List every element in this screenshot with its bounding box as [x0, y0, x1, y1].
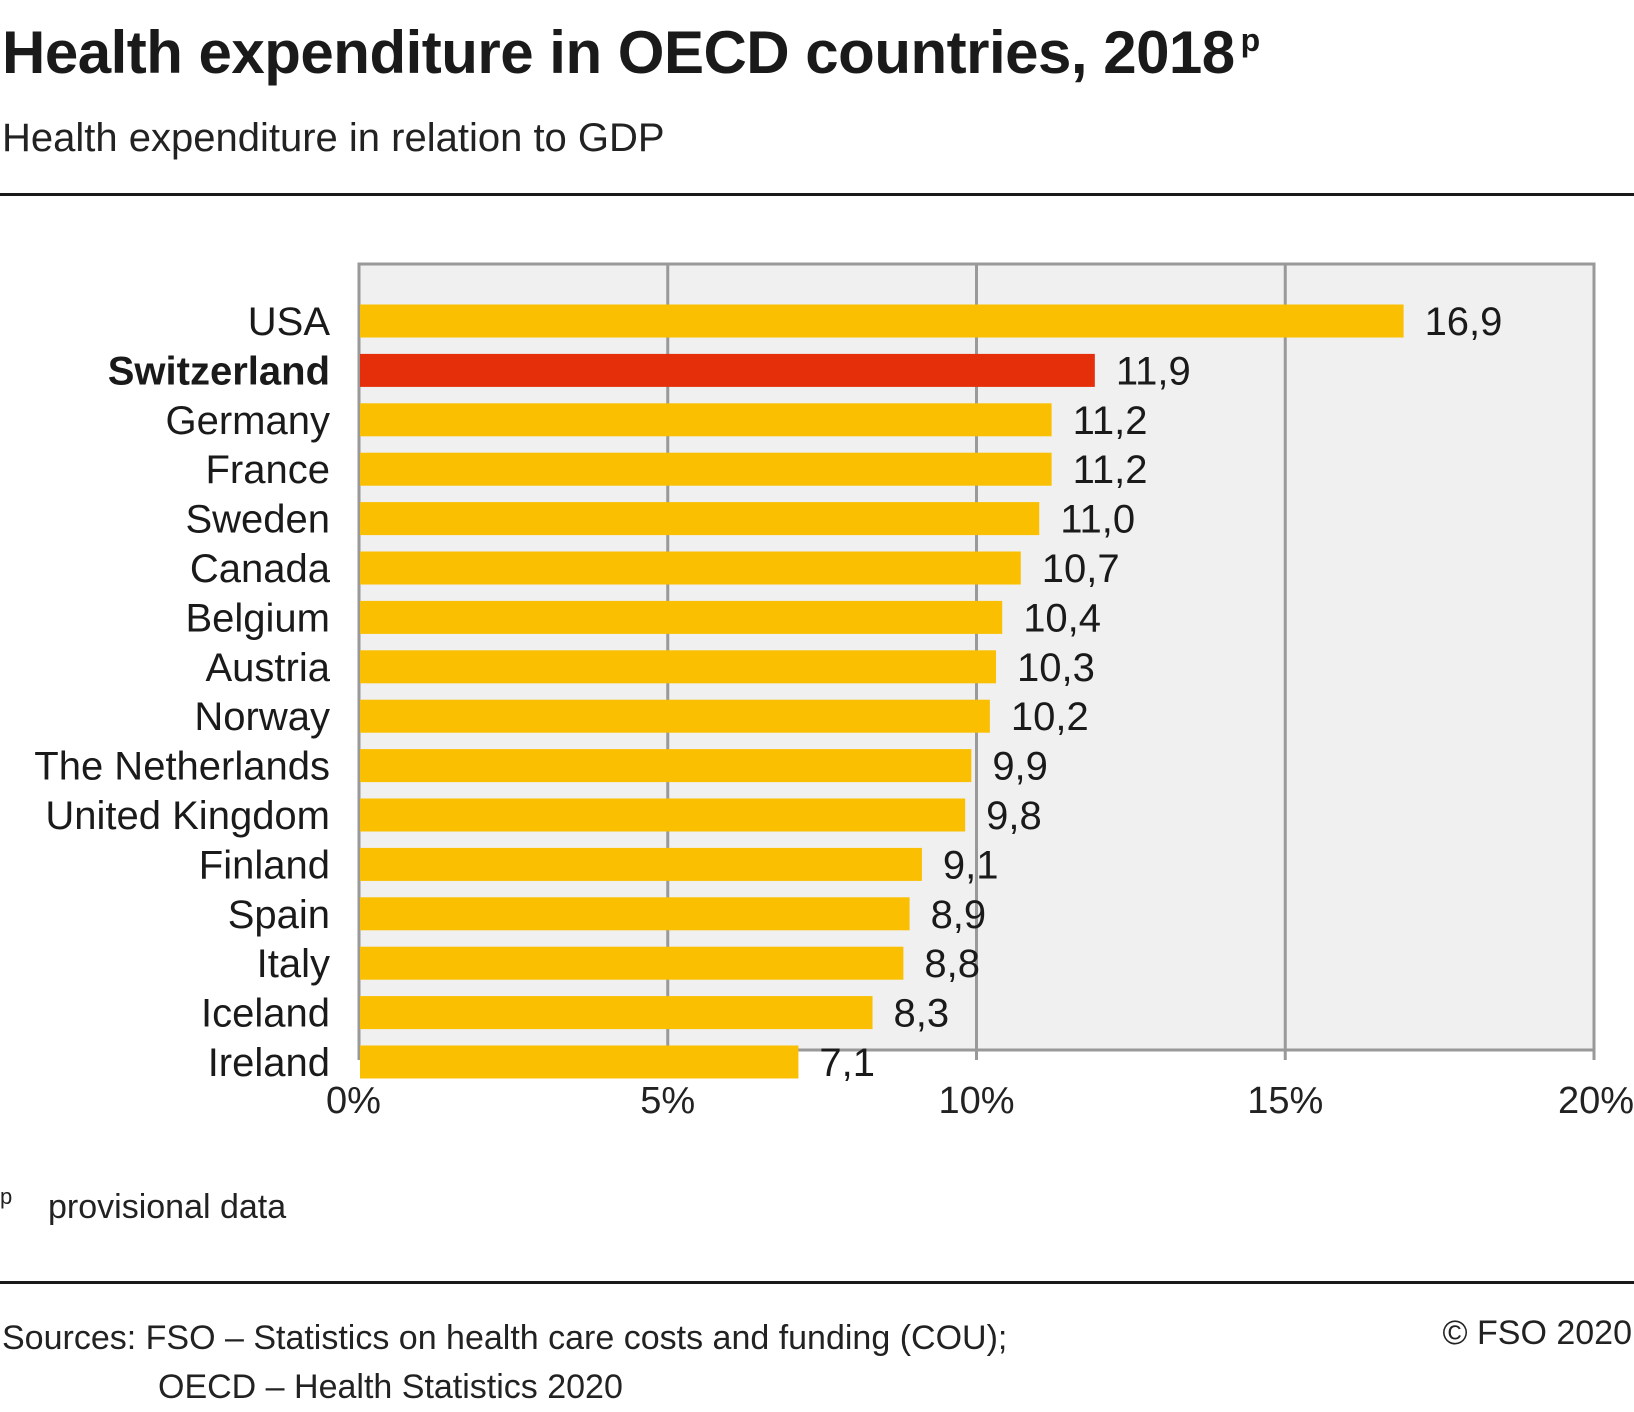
sources-line-1: Sources: FSO – Statistics on health care…: [2, 1319, 1008, 1357]
bar: [360, 650, 997, 684]
x-axis-ticks: 0% 5% 10% 15% 20%: [326, 1080, 1634, 1122]
top-divider: [0, 193, 1634, 196]
bars: [360, 304, 1404, 1079]
bar: [360, 847, 922, 881]
category-label: Belgium: [185, 596, 330, 640]
bar: [360, 452, 1052, 486]
bar: [360, 897, 910, 931]
value-labels: 16,9 11,9 11,2 11,2 11,0 10,7 10,4 10,3 10,2 9,9 9…: [819, 300, 1502, 1085]
value-label: 11,2: [1073, 448, 1148, 492]
bar: [360, 304, 1404, 338]
bar: [360, 798, 966, 832]
x-tick-label: 20%: [1558, 1080, 1634, 1122]
value-label: 8,8: [924, 942, 980, 986]
bar: [360, 502, 1040, 536]
category-label: Norway: [194, 695, 330, 739]
bar: [360, 353, 1095, 387]
bar-chart: USA Switzerland Germany France Sweden Canada B…: [34, 262, 1634, 1122]
bar: [360, 699, 990, 733]
copyright: © FSO 2020: [1442, 1314, 1632, 1352]
category-label: The Netherlands: [34, 745, 330, 789]
category-labels: USA Switzerland Germany France Sweden Canada B…: [34, 300, 330, 1085]
value-label: 9,1: [943, 843, 999, 887]
chart-subtitle: Health expenditure in relation to GDP: [2, 116, 665, 160]
bar: [360, 749, 972, 783]
category-label: Spain: [228, 893, 330, 937]
value-label: 10,7: [1042, 547, 1120, 591]
category-label: Ireland: [208, 1041, 330, 1085]
category-label: Finland: [199, 843, 330, 887]
bar: [360, 1045, 799, 1079]
category-label: USA: [248, 300, 331, 344]
value-label: 9,9: [992, 745, 1048, 789]
provisional-marker: p: [1240, 22, 1261, 58]
bar: [360, 551, 1021, 585]
bar: [360, 946, 904, 980]
category-label: France: [206, 448, 331, 492]
value-label: 10,4: [1023, 596, 1101, 640]
chart-title: Health expenditure in OECD countries, 20…: [2, 18, 1260, 87]
value-label: 8,3: [894, 992, 950, 1036]
x-tick-label: 0%: [326, 1080, 381, 1122]
value-label: 10,3: [1017, 646, 1095, 690]
bar: [360, 600, 1003, 634]
category-label: Canada: [190, 547, 331, 591]
category-label: Switzerland: [108, 349, 330, 393]
value-label: 8,9: [931, 893, 987, 937]
x-tick-label: 5%: [640, 1080, 695, 1122]
category-label: Sweden: [185, 498, 330, 542]
value-label: 9,8: [986, 794, 1042, 838]
value-label: 7,1: [819, 1041, 875, 1085]
category-label: Iceland: [201, 992, 330, 1036]
chart-title-text: Health expenditure in OECD countries, 20…: [2, 19, 1235, 86]
value-label: 11,0: [1060, 498, 1135, 542]
category-label: Germany: [166, 399, 331, 443]
x-tick-label: 15%: [1247, 1080, 1323, 1122]
value-label: 10,2: [1011, 695, 1089, 739]
sources-line-2: OECD – Health Statistics 2020: [158, 1368, 623, 1406]
bar: [360, 996, 873, 1030]
x-tick-label: 10%: [938, 1080, 1014, 1122]
category-label: Austria: [206, 646, 331, 690]
bottom-divider: [0, 1281, 1634, 1284]
sources: Sources: FSO – Statistics on health care…: [2, 1314, 1007, 1412]
bar: [360, 403, 1052, 437]
value-label: 16,9: [1425, 300, 1503, 344]
footnote-marker: p: [0, 1184, 13, 1209]
footnote-text: provisional data: [48, 1188, 287, 1226]
value-label: 11,2: [1073, 399, 1148, 443]
category-label: Italy: [257, 942, 330, 986]
value-label: 11,9: [1116, 349, 1191, 393]
category-label: United Kingdom: [45, 794, 330, 838]
